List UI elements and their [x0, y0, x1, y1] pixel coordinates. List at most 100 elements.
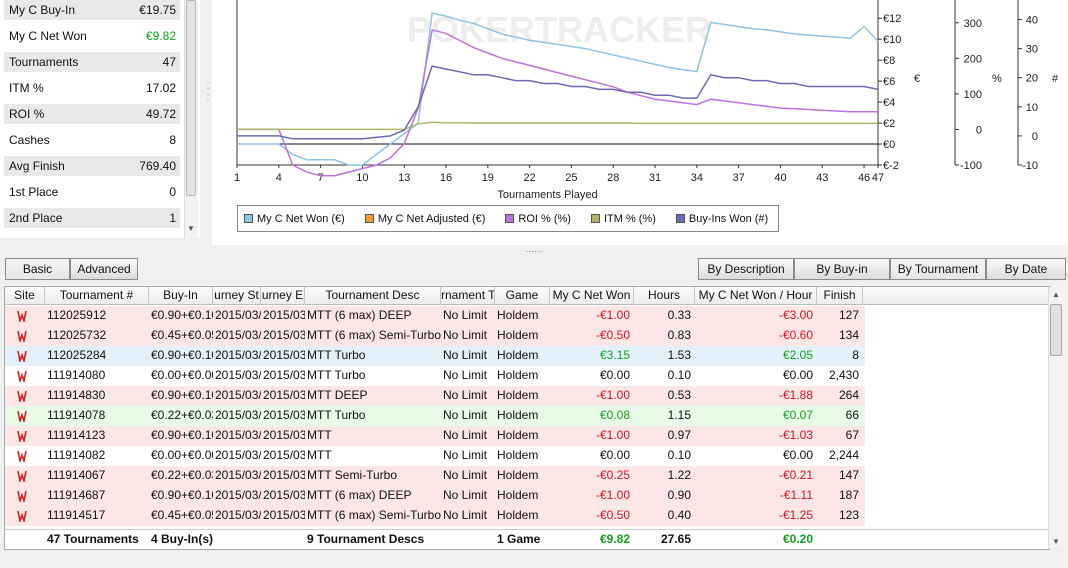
table-row[interactable]: 112025912€0.90+€0.102015/03/2015/03/MTT …	[5, 306, 865, 326]
num-tick-label: 30	[1026, 44, 1038, 56]
legend-label: My C Net Won (€)	[257, 212, 345, 225]
stats-scroll-thumb[interactable]	[186, 0, 196, 196]
chart-legend: My C Net Won (€) My C Net Adjusted (€) ROI…	[237, 205, 779, 232]
cell-num: 111914082	[47, 448, 106, 462]
cell-buyin: €0.45+€0.05	[151, 328, 213, 342]
total-hours: 27.65	[660, 532, 691, 546]
cell-game: Holdem	[497, 508, 539, 522]
scroll-down-icon[interactable]: ▼	[187, 224, 195, 233]
cell-net: -€0.50	[595, 508, 630, 522]
by-date-tab[interactable]: By Date	[986, 258, 1066, 280]
euro-tick-label: €8	[883, 55, 895, 67]
column-header[interactable]: My C Net Won	[550, 287, 634, 305]
by-buyin-tab[interactable]: By Buy-in	[794, 258, 890, 280]
num-tick-label: 20	[1026, 73, 1038, 85]
cell-finish: 134	[838, 328, 859, 342]
x-tick-label: 37	[733, 172, 745, 184]
pct-tick-label: 200	[964, 53, 982, 65]
column-header[interactable]: Game	[495, 287, 550, 305]
cell-finish: 264	[838, 388, 859, 402]
cell-num: 111914067	[47, 468, 106, 482]
table-row[interactable]: 111914517€0.45+€0.052015/03/2015/03/MTT …	[5, 506, 865, 526]
cell-start: 2015/03/	[215, 488, 261, 502]
site-cell	[5, 326, 45, 346]
column-header[interactable]: Hours	[634, 287, 695, 305]
site-cell	[5, 366, 45, 386]
legend-swatch	[505, 214, 515, 223]
stat-row: Cashes 8	[4, 130, 180, 150]
basic-tab[interactable]: Basic	[5, 258, 70, 280]
stat-value: 49.72	[145, 107, 176, 121]
advanced-tab[interactable]: Advanced	[70, 258, 138, 280]
column-header[interactable]: urney St	[213, 287, 261, 305]
cell-num: 111914080	[47, 368, 106, 382]
cell-buyin: €0.90+€0.10	[151, 428, 213, 442]
table-row[interactable]: 111914082€0.00+€0.002015/03/2015/03/MTTN…	[5, 446, 865, 466]
cell-start: 2015/03/	[215, 428, 261, 442]
table-row[interactable]: 112025732€0.45+€0.052015/03/2015/03/MTT …	[5, 326, 865, 346]
cell-finish: 8	[852, 348, 859, 362]
euro-tick-label: €12	[883, 13, 901, 25]
cell-start: 2015/03/	[215, 448, 261, 462]
watermark-logo: POKERTRACKER	[407, 9, 711, 50]
legend-label: ROI % (%)	[518, 212, 571, 225]
cell-type: No Limit	[443, 328, 488, 342]
cell-perhour: €0.00	[782, 448, 813, 462]
table-row[interactable]: 111914830€0.90+€0.102015/03/2015/03/MTT …	[5, 386, 865, 406]
horizontal-splitter-grip[interactable]: ......	[525, 244, 543, 255]
column-header[interactable]: Tournament Desc	[305, 287, 441, 305]
table-row[interactable]: 111914080€0.00+€0.002015/03/2015/03/MTT …	[5, 366, 865, 386]
cell-perhour: -€1.11	[779, 488, 813, 502]
column-header[interactable]: urney E	[261, 287, 305, 305]
vertical-splitter-grip[interactable]: · · · ·	[206, 77, 210, 106]
column-header[interactable]: Tournament #	[45, 287, 149, 305]
by-description-tab[interactable]: By Description	[698, 258, 794, 280]
column-header[interactable]: Site	[5, 287, 45, 305]
x-tick-label: 13	[398, 172, 410, 184]
cell-end: 2015/03/	[263, 308, 305, 322]
site-logo-icon	[17, 370, 27, 385]
by-tournament-tab[interactable]: By Tournament	[890, 258, 986, 280]
table-row[interactable]: 111914123€0.90+€0.102015/03/2015/03/MTTN…	[5, 426, 865, 446]
cell-net: €0.00	[599, 368, 630, 382]
site-cell	[5, 486, 45, 506]
stat-label: 2nd Place	[9, 211, 63, 225]
cell-hours: 0.90	[667, 488, 691, 502]
cell-game: Holdem	[497, 408, 539, 422]
site-logo-icon	[17, 450, 27, 465]
cell-game: Holdem	[497, 488, 539, 502]
tournament-table: Site Tournament # Buy-In urney St urney E Tou…	[4, 286, 1050, 550]
column-header[interactable]: rnament T	[441, 287, 495, 305]
cell-game: Holdem	[497, 308, 539, 322]
stat-label: 1st Place	[9, 185, 59, 199]
table-scroll-thumb[interactable]	[1050, 304, 1062, 356]
stat-row: Avg Finish 769.40	[4, 156, 180, 176]
table-row[interactable]: 111914078€0.22+€0.032015/03/2015/03/MTT …	[5, 406, 865, 426]
cell-num: 111914517	[47, 508, 106, 522]
table-row[interactable]: 112025284€0.90+€0.102015/03/2015/03/MTT …	[5, 346, 865, 366]
column-header[interactable]: Finish	[817, 287, 863, 305]
cell-game: Holdem	[497, 348, 539, 362]
cell-hours: 0.40	[667, 508, 691, 522]
cell-buyin: €0.45+€0.05	[151, 508, 213, 522]
cell-buyin: €0.00+€0.00	[151, 448, 213, 462]
stat-value: 17.02	[145, 81, 176, 95]
column-header[interactable]: Buy-In	[149, 287, 213, 305]
cell-hours: 0.10	[667, 368, 691, 382]
cell-finish: 123	[838, 508, 859, 522]
cell-game: Holdem	[497, 428, 539, 442]
cell-buyin: €0.90+€0.10	[151, 348, 213, 362]
table-header: Site Tournament # Buy-In urney St urney E Tou…	[5, 287, 1049, 305]
cell-num: 111914123	[47, 428, 106, 442]
total-descs: 9 Tournament Descs	[307, 532, 425, 546]
series-line-0	[237, 12, 879, 166]
total-perhour: €0.20	[782, 532, 813, 546]
table-row[interactable]: 111914067€0.22+€0.032015/03/2015/03/MTT …	[5, 466, 865, 486]
stat-value: 0	[169, 185, 176, 199]
stat-row: ROI % 49.72	[4, 104, 180, 124]
scroll-up-icon[interactable]: ▲	[1052, 290, 1060, 299]
column-header[interactable]: My C Net Won / Hour	[695, 287, 817, 305]
num-tick-label: 40	[1026, 15, 1038, 27]
scroll-down-icon[interactable]: ▼	[1052, 537, 1060, 546]
table-row[interactable]: 111914687€0.90+€0.102015/03/2015/03/MTT …	[5, 486, 865, 506]
